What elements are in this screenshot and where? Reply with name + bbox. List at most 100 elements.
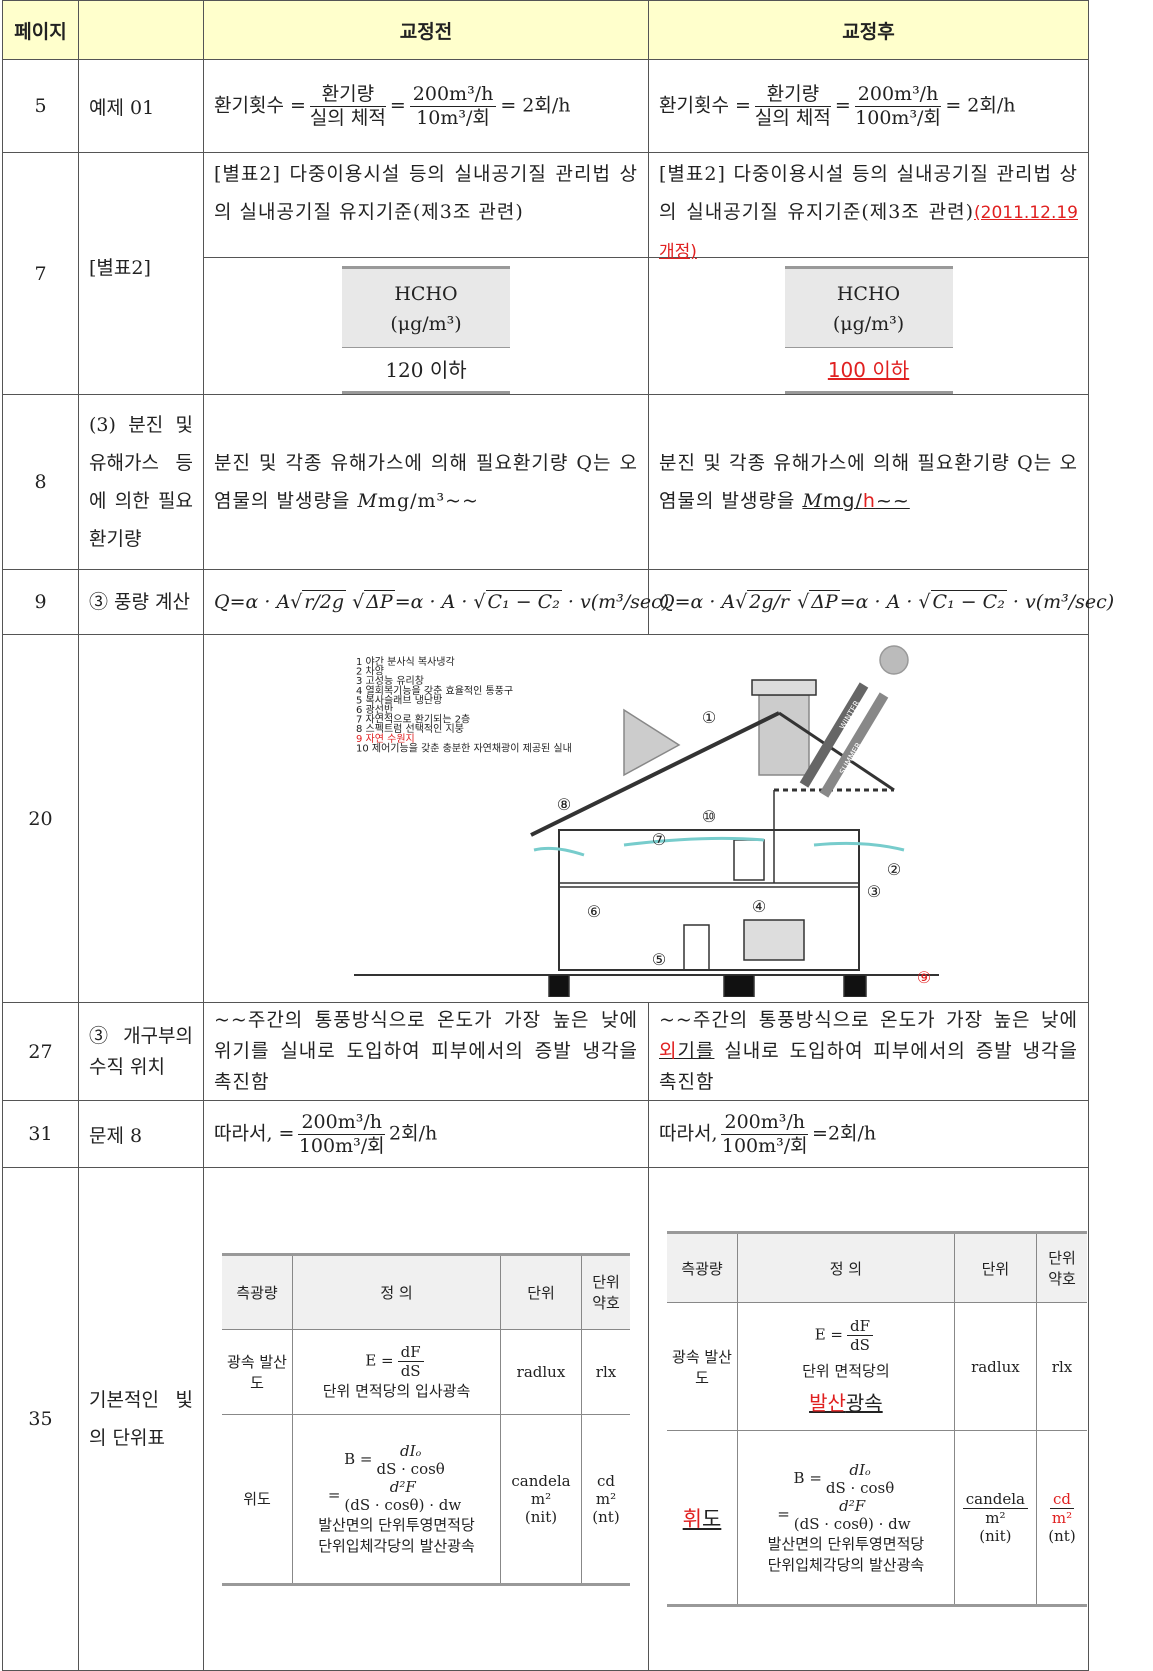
text: dF	[847, 1317, 874, 1336]
text: m²	[595, 1489, 617, 1508]
text: 위도	[222, 1413, 293, 1586]
element: E = dF dS	[297, 1343, 496, 1380]
text: 2g/r	[747, 590, 792, 613]
element	[819, 692, 889, 798]
marker: ⑨	[917, 968, 931, 987]
text: C₁ − C₂	[930, 590, 1007, 613]
text: =2회/h	[812, 1122, 877, 1144]
text: (μg/m³)	[390, 313, 462, 335]
marker: ⑧	[557, 795, 571, 814]
text: ~~주간의 통풍방식으로 온도가 가장 높은 낮에 외기를 실내로 도입하여 피…	[648, 1002, 1089, 1101]
text: 발산면의 단위투영면적당	[318, 1515, 475, 1534]
text: 100m³/회	[298, 1134, 385, 1157]
text: 환기횟수 =	[214, 94, 306, 116]
element: 페이지 교정전 교정후	[2, 0, 1089, 60]
header-before: 교정전	[203, 0, 649, 60]
cell: [별표2] 다중이용시설 등의 실내공기질 관리법 상의 실내공기질 유지기준(…	[648, 152, 1089, 395]
legend-item: 3 고성능 유리창	[356, 675, 424, 687]
item: [별표2]	[78, 152, 204, 395]
element: dF dS	[397, 1343, 424, 1380]
text: [별표2] 다중이용시설 등의 실내공기질 관리법 상의 실내공기질 유지기준(…	[659, 163, 1078, 223]
text: ~~	[875, 490, 910, 512]
text: M	[802, 490, 823, 512]
page-no: 8	[2, 394, 79, 570]
text: M	[357, 490, 378, 512]
text: =	[389, 94, 406, 116]
item: (3) 분진 및 유해가스 등에 의한 필요환기량	[78, 394, 204, 570]
text: 분진 및 각종 유해가스에 의해 필요환기량 Q는 오염물의 발생량을 Mmg/…	[203, 394, 649, 570]
page-no: 20	[2, 634, 79, 1003]
text: candela	[511, 1471, 571, 1490]
element: HCHO (μg/m³)	[784, 269, 953, 348]
header-spacer	[78, 0, 204, 60]
text: C₁ − C₂	[485, 590, 562, 613]
light-table: 측광량 정 의 단위 단위 약호 광속 발산도 E = dF dS 단위 면적당의 입사광속 r…	[222, 1252, 630, 1586]
page-no: 31	[2, 1100, 79, 1168]
cell: 측광량 정 의 단위 단위 약호 광속 발산도 E = dF dS 단위 면적당의 발산광속 ra…	[648, 1167, 1089, 1671]
text: 정 의	[292, 1252, 501, 1330]
text: [별표2] 다중이용시설 등의 실내공기질 관리법 상의 실내공기질 유지기준(…	[649, 153, 1088, 262]
marker: ⑩	[702, 807, 716, 826]
text: =	[777, 1504, 790, 1523]
light-table: 측광량 정 의 단위 단위 약호 광속 발산도 E = dF dS 단위 면적당의 발산광속 ra…	[667, 1231, 1087, 1607]
marker: ⑤	[652, 950, 666, 969]
element: 측광량 정 의 단위 단위 약호	[667, 1231, 1087, 1303]
formula: 따라서, = 200m³/h 100m³/회 2회/h	[203, 1100, 649, 1168]
text: =α · A ·	[839, 591, 919, 613]
formula: Q=α · A√ 2g/r √ ΔP =α · A · √ C₁ − C₂ · v(m³…	[648, 569, 1114, 635]
figure-cell: 1 야간 분사식 복사냉각 2 차양 3 고성능 유리창 4 열회복기능을 갖춘 효율…	[203, 634, 1089, 1003]
element: E = dF dS 단위 면적당의 발산광속	[737, 1302, 955, 1431]
text: · v(m³/sec)	[1006, 591, 1115, 613]
item	[78, 634, 204, 1003]
text: [별표2] 다중이용시설 등의 실내공기질 관리법 상의 실내공기질 유지기준(…	[204, 153, 648, 258]
row: 7 [별표2] [별표2] 다중이용시설 등의 실내공기질 관리법 상의 실내공…	[2, 152, 1089, 395]
text: =α · A ·	[394, 591, 474, 613]
text: (nit)	[979, 1527, 1012, 1545]
element: HCHO (μg/m³)	[342, 269, 510, 348]
text: mg/m³~~	[377, 490, 479, 512]
text: 단위	[953, 1231, 1038, 1303]
text: candela	[962, 1490, 1028, 1509]
legend-item: 6 광선반	[356, 704, 393, 716]
text: =	[327, 1485, 341, 1504]
cell: 측광량 정 의 단위 단위 약호 광속 발산도 E = dF dS 단위 면적당의 입사광속 r…	[203, 1167, 649, 1671]
legend-item: 4 열회복기능을 갖춘 효율적인 통풍구	[356, 685, 513, 697]
element: 200m³/h 100m³/회	[298, 1111, 385, 1158]
legend-item: 5 복사슬래브 냉난방	[356, 694, 442, 706]
row: 5 예제 01 환기횟수 = 환기량 실의 체적 = 200m³/h 10m³/회 = 2회…	[2, 59, 1089, 153]
element	[623, 708, 681, 777]
text: 200m³/h	[298, 1111, 385, 1135]
legend-item: 10 제어기능을 갖춘 충분한 자연채광이 제공된 실내	[356, 742, 572, 754]
element: B = dIₒ dS · cosθ = d²F (dS · cosθ) · dw 발산면의 …	[737, 1430, 955, 1607]
text: 따라서,	[659, 1122, 718, 1144]
element	[758, 694, 810, 776]
page-no: 5	[2, 59, 79, 153]
element	[530, 711, 780, 837]
element: B = dIₒ dS · cosθ	[297, 1442, 496, 1478]
text: = 2회/h	[945, 94, 1016, 116]
element: 측광량 정 의 단위 단위 약호	[222, 1252, 630, 1330]
text: 200m³/h	[721, 1111, 809, 1135]
element	[751, 679, 817, 696]
text: 분진 및 각종 유해가스에 의해 필요환기량 Q는 오염물의 발생량을 Mmg/…	[648, 394, 1089, 570]
text: (2011.12.19개정)	[659, 203, 1078, 262]
element: 외기를	[659, 1040, 714, 1062]
text: (dS · cosθ) · dw	[344, 1495, 462, 1514]
text: 실내로 도입하여 피부에서의 증발 냉각을 촉진함	[659, 1040, 1078, 1093]
legend-item: 7 자연적으로 환기되는 2층	[356, 714, 470, 726]
mini-table: HCHO (μg/m³) 120 이하	[342, 266, 510, 394]
text: 단위 면적당의 입사광속	[322, 1381, 471, 1400]
item: 기본적인 빛의 단위표	[78, 1167, 204, 1671]
element: 200m³/h 100m³/회	[721, 1111, 809, 1158]
text: 120 이하	[385, 358, 467, 382]
text: dS	[400, 1361, 421, 1380]
header-page: 페이지	[2, 0, 79, 60]
text: B =	[344, 1449, 373, 1468]
text: ~~주간의 통풍방식으로 온도가 가장 높은 낮에 위기를 실내로 도입하여 피…	[203, 1002, 649, 1101]
page-no: 9	[2, 569, 79, 635]
header-row: 페이지 교정전 교정후	[2, 0, 1089, 60]
row: 31 문제 8 따라서, = 200m³/h 100m³/회 2회/h 따라서, 200…	[2, 1100, 1089, 1168]
text: 2회/h	[389, 1122, 438, 1144]
element	[354, 645, 939, 998]
